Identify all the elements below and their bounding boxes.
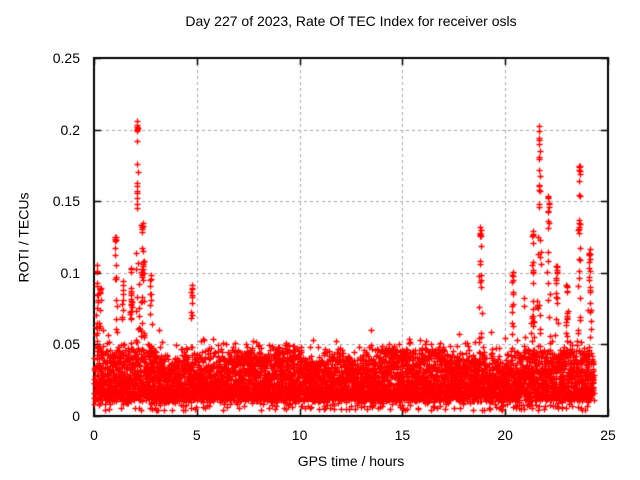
x-tick-label: 10 <box>291 427 308 443</box>
x-tick-label: 5 <box>192 427 201 443</box>
x-tick-label: 15 <box>394 427 411 443</box>
y-tick-label: 0.2 <box>60 121 80 138</box>
x-tick-label: 20 <box>497 427 513 443</box>
x-tick-label: 25 <box>600 427 616 443</box>
y-tick-label: 0.05 <box>52 336 80 353</box>
x-tick-label: 0 <box>90 427 98 443</box>
chart-title: Day 227 of 2023, Rate Of TEC Index for r… <box>185 13 517 29</box>
x-axis-label: GPS time / hours <box>297 453 405 469</box>
y-tick-label: 0.25 <box>52 50 80 66</box>
y-tick-label: 0 <box>72 408 80 424</box>
y-tick-label: 0.1 <box>60 264 80 281</box>
y-tick-label: 0.15 <box>52 193 80 210</box>
